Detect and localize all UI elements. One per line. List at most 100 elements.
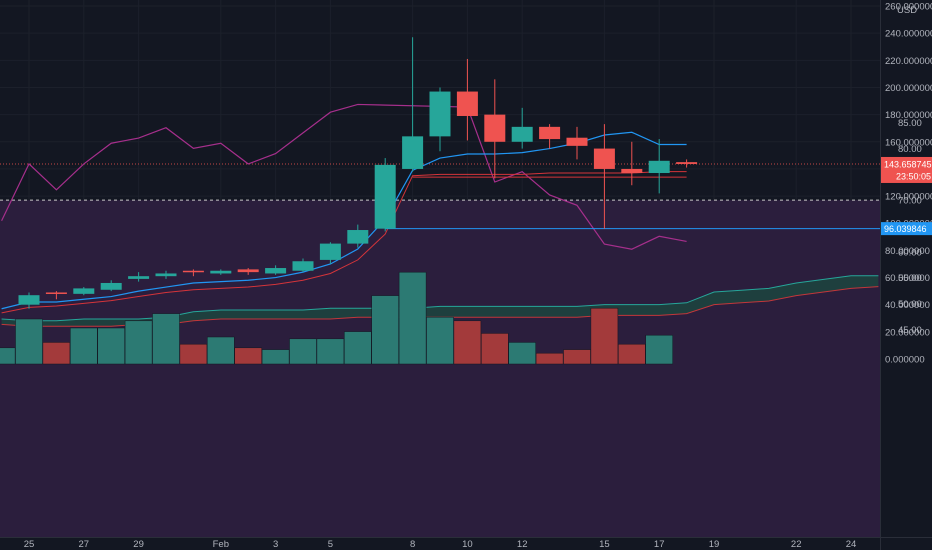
price-tick-label: 160.000000 [885,137,932,148]
volume-bar [97,327,125,365]
candle-body [484,114,506,142]
time-tick-label: 3 [273,539,278,550]
volume-bar [645,334,673,365]
candle-body [429,91,451,137]
volume-band-fill [1,275,879,327]
volume-bar [563,349,591,365]
candle-body [182,270,204,273]
support-price-label: 96.039846 [884,224,927,234]
oscillator-tick-label: 45.00 [898,325,922,336]
price-tick-label: 120.000000 [885,192,932,203]
time-tick-label: 25 [24,539,35,550]
time-tick-label: 12 [517,539,528,550]
moving-average-red [1,171,687,314]
volume-bar [70,327,98,365]
oscillator-pane [0,103,880,537]
price-tick-label: 60.000000 [885,273,930,284]
candle-body [374,164,396,229]
volume-bar [508,342,536,365]
time-axis[interactable]: 25 27 29 Feb 3 5 8 10 12 15 17 19 22 24 [0,537,932,550]
candles [18,37,698,309]
candle-body [593,148,615,169]
volume-bar [42,342,71,365]
candle-body [237,269,259,273]
price-axis[interactable]: 260.000000 240.000000 220.000000 200.000000… [881,0,932,550]
candle-body [511,126,533,142]
time-tick-label: 24 [846,539,857,550]
oscillator-tick-label: 70.00 [898,196,922,207]
volume-bar [0,347,16,365]
countdown-label: 23:50:05 [896,171,931,181]
price-tick-label: 220.000000 [885,56,932,67]
oscillator-tick-label: 55.00 [898,273,922,284]
volume-bar [344,331,372,365]
candle-body [648,160,670,174]
volume-bar [15,318,43,365]
price-tick-label: 0.000000 [885,355,925,366]
oscillator-line [1,103,687,250]
volume-bar [398,271,427,365]
candle-body [676,162,698,164]
volume-bar [261,349,290,365]
time-tick-label: 27 [79,539,90,550]
volume-bars [0,271,673,365]
price-tick-label: 80.000000 [885,246,930,257]
candle-body [128,276,150,279]
candle-body [456,91,478,116]
price-tick-label: 260.000000 [885,2,932,13]
time-axis-background [0,537,880,550]
time-tick-label: 19 [709,539,720,550]
volume-bar [590,307,619,365]
price-tick-label: 200.000000 [885,83,932,94]
volume-band-upper [1,275,879,322]
currency-label: USD [897,5,917,16]
price-tick-label: 180.000000 [885,110,932,121]
oscillator-zone [0,200,880,537]
price-axis-background [881,0,932,550]
candle-body [45,292,67,294]
volume-bar [152,313,180,365]
candle-body [539,126,561,140]
candle-body [210,270,232,274]
time-tick-label: 8 [410,539,415,550]
volume-bar [426,316,454,365]
volume-bar [234,347,262,365]
volume-bar [289,338,317,365]
candle-body [319,243,341,260]
candle-body [566,137,588,146]
candle-body [155,273,177,277]
price-tick-label: 20.000000 [885,327,930,338]
oscillator-tick-label: 60.00 [898,247,922,258]
candle-body [347,230,369,244]
volume-bar [481,333,509,365]
time-tick-label: Feb [213,539,229,550]
time-tick-label: 15 [599,539,610,550]
time-tick-label: 22 [791,539,802,550]
candle-body [292,261,314,271]
time-tick-label: 10 [462,539,473,550]
volume-bar [371,295,399,365]
volume-bar [179,343,208,365]
candle-body [73,288,95,294]
candle-body [18,295,40,305]
volume-bar [207,336,235,365]
candle-body [100,282,122,290]
oscillator-tick-label: 85.00 [898,118,922,129]
price-tick-label: 40.000000 [885,300,930,311]
candle-body [621,168,643,174]
oscillator-tick-label: 50.00 [898,299,922,310]
support-price-tag [881,222,932,236]
volume-bar [124,320,153,365]
candle-body [402,136,424,169]
time-tick-label: 5 [328,539,333,550]
volume-bar [453,320,482,365]
volume-bar [535,352,564,365]
time-tick-label: 17 [654,539,665,550]
last-price-label: 143.658745 [884,159,932,169]
oscillator-tick-label: 80.00 [898,144,922,155]
last-price-tag [881,156,932,183]
candle-body [265,268,287,274]
volume-bar [316,338,345,365]
time-tick-label: 29 [133,539,144,550]
